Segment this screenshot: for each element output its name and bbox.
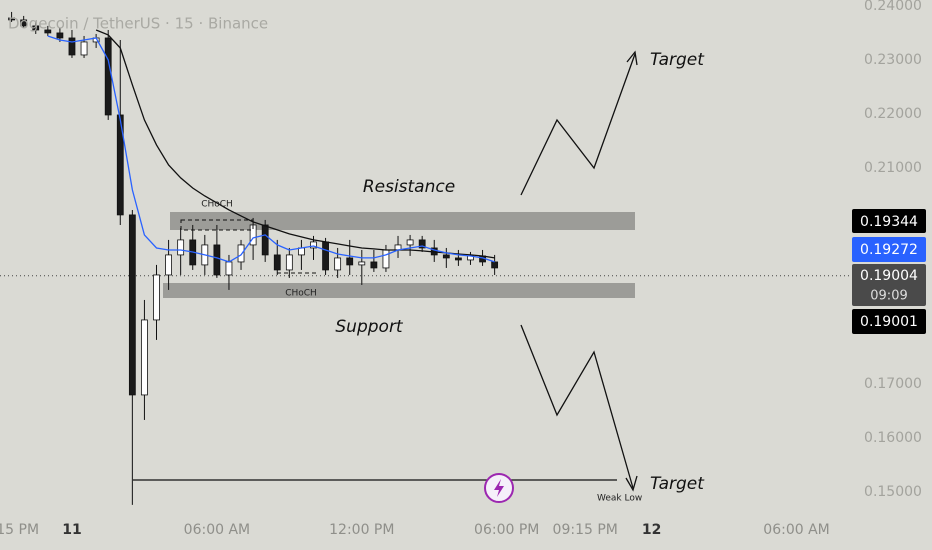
badge-label: 0.19001 [860, 314, 918, 330]
candle-body [455, 257, 462, 261]
candle-body [128, 214, 136, 396]
y-tick-label: 0.16000 [864, 430, 922, 446]
x-tick-label: 06:00 AM [763, 522, 829, 538]
candle-body [44, 29, 52, 34]
ma-line [95, 29, 495, 259]
y-tick-label: 0.17000 [864, 376, 922, 392]
candle-body [358, 261, 366, 266]
candle-body [285, 254, 293, 271]
x-tick-label: 11 [62, 522, 81, 538]
x-tick-label: 06:00 AM [184, 522, 250, 538]
x-tick-label: 12:00 PM [329, 522, 394, 538]
candle-body [382, 249, 390, 269]
candle-body [322, 241, 329, 271]
candle-body [310, 241, 317, 249]
candle-body [406, 239, 414, 246]
chart-title: Dogecoin / TetherUS · 15 · Binance [8, 15, 268, 33]
annotation: Target [650, 474, 705, 494]
candle-body [165, 254, 172, 276]
candle-body [418, 239, 426, 249]
countdown: 09:09 [870, 289, 907, 304]
candle-body [225, 261, 233, 276]
candle-body [177, 239, 185, 256]
x-tick-label: 09:15 PM [553, 522, 618, 538]
y-tick-label: 0.22000 [864, 106, 922, 122]
choch-box [180, 219, 254, 231]
y-tick-label: 0.24000 [864, 0, 922, 14]
candle-body [261, 224, 269, 256]
annotation: Target [650, 50, 705, 70]
annotation: Weak Low [597, 494, 642, 504]
y-tick-label: 0.23000 [864, 52, 922, 68]
annotation: Resistance [363, 177, 455, 197]
arrow-head [626, 50, 638, 66]
annotation: CHoCH [285, 289, 317, 299]
badge [852, 309, 926, 334]
candle-body [32, 25, 40, 31]
candle-body [491, 261, 499, 269]
candle-body [80, 41, 88, 56]
candle-body [346, 257, 354, 266]
badge [852, 209, 926, 233]
candle-body [20, 19, 28, 27]
arrow-head [625, 475, 638, 492]
plot [0, 11, 850, 505]
y-tick-label: 0.21000 [864, 160, 922, 176]
down-path [520, 324, 634, 489]
annotation: CHoCH [201, 200, 233, 210]
support-zone [163, 283, 635, 298]
candle-body [334, 257, 342, 271]
candle-body [237, 244, 245, 263]
drawings [133, 50, 638, 492]
candle-body [141, 319, 148, 396]
x-tick-label: 12 [642, 522, 661, 538]
candle-body [442, 254, 450, 259]
badge-label: 0.19272 [860, 242, 918, 258]
candle-body [116, 114, 124, 216]
y-tick-label: 0.15000 [864, 484, 922, 500]
badge [852, 264, 926, 306]
candle-body [104, 37, 112, 116]
badge [852, 237, 926, 262]
candle-body [249, 224, 257, 246]
price-badges: 0.19344 0.19272 0.19004 09:09 0.19001 [852, 209, 926, 334]
annotation: Support [335, 317, 404, 337]
candle-body [56, 32, 64, 39]
x-tick-label: 06:00 PM [474, 522, 539, 538]
candle-body [213, 244, 221, 276]
badge-label: 0.19344 [860, 214, 918, 230]
x-tick-label: 15 PM [0, 522, 39, 538]
ma-line [47, 35, 495, 263]
resistance-zone [170, 212, 635, 230]
candle-body [273, 254, 281, 271]
candle-body [68, 37, 76, 56]
lightning-icon[interactable] [484, 473, 514, 503]
up-path [520, 53, 636, 196]
candle-body [8, 17, 15, 21]
candle-body [153, 274, 160, 321]
zones [163, 212, 635, 298]
candle-body [370, 261, 378, 269]
last-price-label: 0.19004 [860, 268, 918, 284]
